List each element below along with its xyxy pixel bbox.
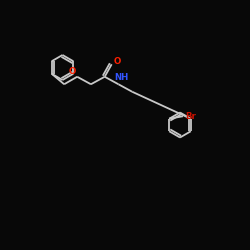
Text: O: O bbox=[114, 57, 121, 66]
Text: Br: Br bbox=[185, 112, 196, 121]
Text: NH: NH bbox=[114, 73, 128, 82]
Text: O: O bbox=[69, 67, 76, 76]
